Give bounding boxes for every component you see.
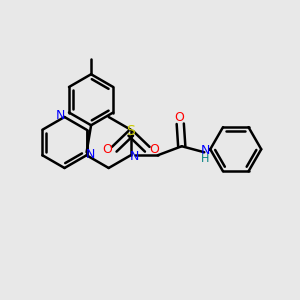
Text: N: N [56,109,66,122]
Text: N: N [86,148,95,160]
Text: N: N [130,150,139,163]
Text: H: H [201,154,209,164]
Text: N: N [200,144,210,157]
Text: O: O [103,143,112,156]
Text: O: O [174,111,184,124]
Text: O: O [149,143,159,156]
Text: S: S [126,124,135,138]
